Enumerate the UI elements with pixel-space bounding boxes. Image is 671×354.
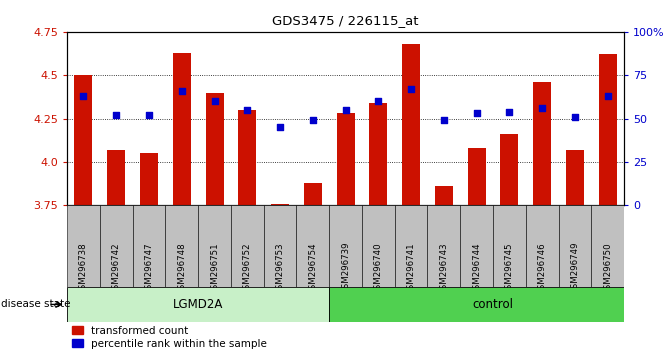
Bar — [304, 183, 322, 205]
Bar — [271, 204, 289, 205]
Text: GSM296744: GSM296744 — [472, 242, 481, 295]
Point — [373, 98, 384, 104]
Text: GSM296738: GSM296738 — [79, 242, 88, 295]
Bar — [558, 205, 591, 287]
Point — [209, 98, 220, 104]
Bar — [67, 205, 100, 287]
Text: GSM296747: GSM296747 — [144, 242, 154, 295]
Point — [307, 118, 318, 123]
Bar — [369, 103, 387, 205]
Point — [570, 114, 580, 120]
Bar — [362, 205, 395, 287]
Text: GSM296748: GSM296748 — [177, 242, 187, 295]
Point — [603, 93, 613, 99]
Bar — [264, 205, 297, 287]
Bar — [427, 205, 460, 287]
Text: GSM296750: GSM296750 — [603, 242, 612, 295]
Bar — [533, 82, 551, 205]
Bar — [67, 287, 329, 322]
Point — [274, 124, 285, 130]
Bar — [402, 44, 420, 205]
Bar — [526, 205, 558, 287]
Bar — [435, 186, 453, 205]
Bar — [468, 148, 486, 205]
Bar — [100, 205, 133, 287]
Bar — [599, 55, 617, 205]
Bar — [395, 205, 427, 287]
Text: GSM296743: GSM296743 — [440, 242, 448, 295]
Text: GSM296741: GSM296741 — [407, 242, 415, 295]
Text: GSM296745: GSM296745 — [505, 242, 514, 295]
Text: GSM296742: GSM296742 — [112, 242, 121, 295]
Text: control: control — [472, 298, 513, 311]
Text: GDS3475 / 226115_at: GDS3475 / 226115_at — [272, 14, 419, 27]
Bar — [297, 205, 329, 287]
Legend: transformed count, percentile rank within the sample: transformed count, percentile rank withi… — [72, 326, 267, 349]
Text: GSM296746: GSM296746 — [537, 242, 547, 295]
Text: LGMD2A: LGMD2A — [173, 298, 223, 311]
Point — [111, 112, 121, 118]
Point — [471, 110, 482, 116]
Bar — [133, 205, 165, 287]
Bar — [165, 205, 198, 287]
Text: GSM296754: GSM296754 — [308, 242, 317, 295]
Text: GSM296751: GSM296751 — [210, 242, 219, 295]
Point — [406, 86, 417, 92]
Text: GSM296753: GSM296753 — [276, 242, 285, 295]
Text: disease state: disease state — [1, 299, 70, 309]
Bar — [460, 205, 493, 287]
Bar — [238, 110, 256, 205]
Bar — [591, 205, 624, 287]
Bar — [172, 53, 191, 205]
Bar — [140, 153, 158, 205]
Bar — [566, 150, 584, 205]
Point — [176, 88, 187, 94]
Text: GSM296740: GSM296740 — [374, 242, 383, 295]
Point — [537, 105, 548, 111]
Bar — [337, 113, 354, 205]
Bar — [231, 205, 264, 287]
Text: GSM296752: GSM296752 — [243, 242, 252, 295]
Bar — [493, 205, 526, 287]
Bar — [205, 92, 223, 205]
Bar — [107, 150, 125, 205]
Bar — [74, 75, 93, 205]
Bar — [501, 134, 519, 205]
Bar — [329, 205, 362, 287]
Text: GSM296749: GSM296749 — [570, 242, 579, 295]
Point — [438, 118, 449, 123]
Point — [504, 109, 515, 114]
Bar — [198, 205, 231, 287]
Point — [340, 107, 351, 113]
Bar — [329, 287, 657, 322]
Point — [144, 112, 154, 118]
Point — [78, 93, 89, 99]
Text: GSM296739: GSM296739 — [341, 242, 350, 295]
Point — [242, 107, 253, 113]
